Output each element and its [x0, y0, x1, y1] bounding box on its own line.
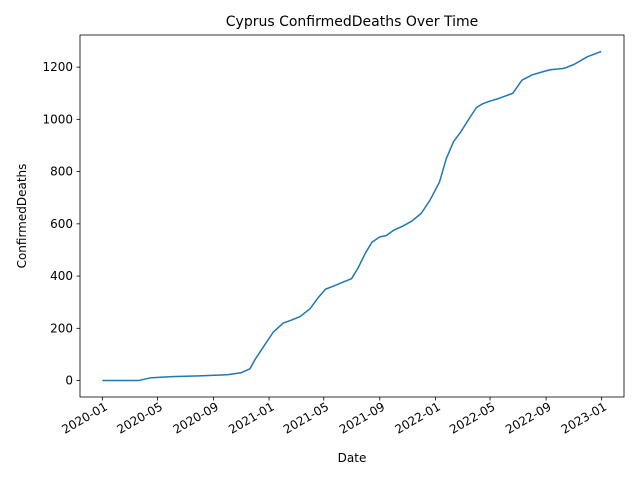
y-tick-label: 1000 — [42, 112, 73, 126]
y-axis-label: ConfirmedDeaths — [15, 164, 29, 269]
x-tick-label: 2020-05 — [115, 399, 165, 436]
y-tick-label: 1200 — [42, 60, 73, 74]
y-tick-label: 400 — [50, 269, 73, 283]
y-tick-label: 800 — [50, 165, 73, 179]
y-tick-label: 600 — [50, 217, 73, 231]
x-tick-label: 2022-09 — [503, 399, 553, 436]
chart-title: Cyprus ConfirmedDeaths Over Time — [226, 14, 478, 30]
x-tick-label: 2023-01 — [559, 399, 609, 436]
x-tick-label: 2020-09 — [171, 399, 221, 436]
x-tick-label: 2022-05 — [447, 399, 497, 436]
y-tick-label: 200 — [50, 321, 73, 335]
x-tick-label: 2021-05 — [281, 399, 331, 436]
y-tick-label: 0 — [65, 374, 73, 388]
series-line-confirmed-deaths — [102, 50, 602, 382]
plot-frame — [79, 34, 625, 398]
x-tick-label: 2021-01 — [226, 399, 276, 436]
x-tick-label: 2021-09 — [337, 399, 387, 436]
x-tick-label: 2022-01 — [392, 399, 442, 436]
x-axis-label: Date — [338, 451, 367, 465]
x-tick-label: 2020-01 — [59, 399, 109, 436]
